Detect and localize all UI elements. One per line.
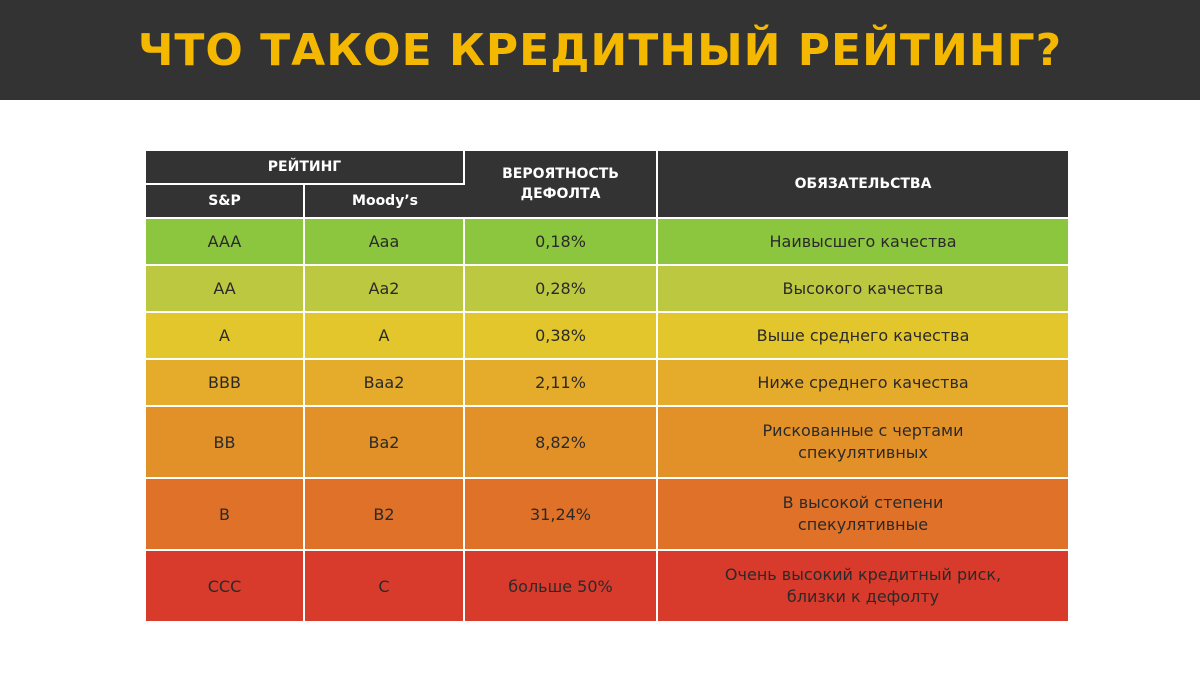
cell-probability: 2,11% xyxy=(465,360,659,407)
cell-probability: больше 50% xyxy=(465,551,659,623)
cell-sp: CCC xyxy=(146,551,305,623)
header-moodys: Moody’s xyxy=(305,185,466,219)
cell-obligation: Выше среднего качества xyxy=(658,313,1069,360)
header-sp: S&P xyxy=(146,185,305,219)
cell-moodys: Baa2 xyxy=(305,360,466,407)
cell-moodys: Aaa xyxy=(305,219,466,266)
cell-sp: BB xyxy=(146,407,305,479)
obligation-line2: спекулятивных xyxy=(798,443,928,462)
header-default-probability: ВЕРОЯТНОСТЬ ДЕФОЛТА xyxy=(465,151,659,219)
header-rating: РЕЙТИНГ xyxy=(146,151,466,185)
header-probability-line1: ВЕРОЯТНОСТЬ xyxy=(502,166,619,182)
header-obligations: ОБЯЗАТЕЛЬСТВА xyxy=(658,151,1069,219)
credit-rating-table: РЕЙТИНГ ВЕРОЯТНОСТЬ ДЕФОЛТА ОБЯЗАТЕЛЬСТВ… xyxy=(146,151,1069,623)
table-row: BBB Baa2 2,11% Ниже среднего качества xyxy=(146,360,1069,407)
table-row: AAA Aaa 0,18% Наивысшего качества xyxy=(146,219,1069,266)
cell-probability: 0,38% xyxy=(465,313,659,360)
page-title: ЧТО ТАКОЕ КРЕДИТНЫЙ РЕЙТИНГ? xyxy=(137,24,1063,76)
obligation-line1: Очень высокий кредитный риск, xyxy=(724,565,1002,584)
cell-obligation: Наивысшего качества xyxy=(658,219,1069,266)
cell-obligation: Рискованные с чертами спекулятивных xyxy=(658,407,1069,479)
obligation-line1: Наивысшего качества xyxy=(769,231,957,251)
table-row: A A 0,38% Выше среднего качества xyxy=(146,313,1069,360)
cell-obligation: Ниже среднего качества xyxy=(658,360,1069,407)
cell-probability: 8,82% xyxy=(465,407,659,479)
cell-moodys: Ba2 xyxy=(305,407,466,479)
cell-sp: A xyxy=(146,313,305,360)
cell-obligation: Высокого качества xyxy=(658,266,1069,313)
obligation-line1: Высокого качества xyxy=(782,278,944,298)
cell-probability: 0,28% xyxy=(465,266,659,313)
table-row: B B2 31,24% В высокой степени спекулятив… xyxy=(146,479,1069,551)
obligation-line1: Рискованные с чертами xyxy=(762,421,964,440)
cell-moodys: B2 xyxy=(305,479,466,551)
cell-sp: AA xyxy=(146,266,305,313)
table-row: BB Ba2 8,82% Рискованные с чертами спеку… xyxy=(146,407,1069,479)
obligation-line1: В высокой степени xyxy=(782,493,944,512)
obligation-line1: Выше среднего качества xyxy=(756,325,970,345)
obligation-line1: Ниже среднего качества xyxy=(757,372,969,392)
cell-sp: B xyxy=(146,479,305,551)
table-row: CCC C больше 50% Очень высокий кредитный… xyxy=(146,551,1069,623)
cell-sp: AAA xyxy=(146,219,305,266)
cell-probability: 0,18% xyxy=(465,219,659,266)
cell-obligation: Очень высокий кредитный риск, близки к д… xyxy=(658,551,1069,623)
obligation-line2: близки к дефолту xyxy=(786,587,940,606)
cell-moodys: Aa2 xyxy=(305,266,466,313)
cell-obligation: В высокой степени спекулятивные xyxy=(658,479,1069,551)
title-banner: ЧТО ТАКОЕ КРЕДИТНЫЙ РЕЙТИНГ? xyxy=(0,0,1200,100)
cell-sp: BBB xyxy=(146,360,305,407)
header-probability-line2: ДЕФОЛТА xyxy=(520,186,601,202)
cell-probability: 31,24% xyxy=(465,479,659,551)
cell-moodys: A xyxy=(305,313,466,360)
cell-moodys: C xyxy=(305,551,466,623)
obligation-line2: спекулятивные xyxy=(797,515,929,534)
table-row: AA Aa2 0,28% Высокого качества xyxy=(146,266,1069,313)
